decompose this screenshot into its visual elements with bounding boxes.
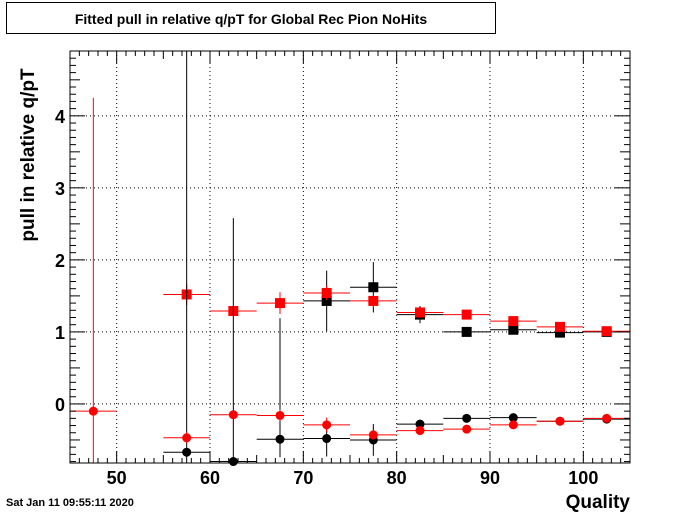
square-marker <box>415 307 425 318</box>
chart-title: Fitted pull in relative q/pT for Global … <box>74 11 428 27</box>
square-marker <box>275 298 285 309</box>
data-point <box>396 307 444 318</box>
circle-marker <box>88 406 98 416</box>
data-point <box>583 326 630 337</box>
data-point <box>490 420 537 430</box>
circle-marker <box>275 434 285 444</box>
title-box: Fitted pull in relative q/pT for Global … <box>6 2 496 34</box>
square-marker <box>368 282 379 293</box>
square-marker <box>321 288 332 299</box>
circle-marker <box>322 420 332 430</box>
data-point <box>210 218 257 467</box>
data-point <box>396 419 444 429</box>
data-point <box>163 51 210 463</box>
data-point <box>303 285 350 301</box>
circle-marker <box>555 416 565 426</box>
data-point <box>350 430 397 440</box>
square-marker <box>508 316 519 327</box>
square-marker <box>508 324 519 335</box>
data-point <box>396 426 444 436</box>
data-point <box>163 432 210 444</box>
data-point <box>443 309 490 320</box>
x-axis-label: Quality <box>565 492 630 513</box>
data-point <box>256 409 304 422</box>
data-point <box>443 424 490 434</box>
timestamp: Sat Jan 11 09:55:11 2020 <box>6 497 134 509</box>
square-marker <box>555 321 565 332</box>
data-point <box>350 295 397 307</box>
circle-marker <box>462 413 472 423</box>
data-point <box>490 324 537 335</box>
data-point <box>303 417 350 433</box>
square-marker <box>555 327 565 338</box>
data-point <box>70 97 117 463</box>
series-3 <box>70 97 630 463</box>
circle-marker <box>602 413 612 423</box>
data-point <box>256 292 304 314</box>
data-point <box>536 321 584 332</box>
square-marker <box>368 295 379 306</box>
data-point <box>350 424 397 456</box>
data-point <box>583 413 630 423</box>
circle-marker <box>415 426 425 436</box>
data-point <box>303 270 350 332</box>
x-tick-label: 50 <box>107 468 127 488</box>
x-tick-label: 90 <box>480 468 500 488</box>
circle-marker <box>508 420 518 430</box>
data-point <box>490 316 537 327</box>
circle-marker <box>462 424 472 434</box>
circle-marker <box>415 419 425 429</box>
x-tick-label: 80 <box>387 468 407 488</box>
y-tick-label: 1 <box>55 323 65 343</box>
data-point <box>536 416 584 426</box>
data-point <box>490 413 537 423</box>
axes: 50 60 70 80 90 100 0 1 2 3 4 <box>55 50 631 488</box>
circle-marker <box>508 413 518 423</box>
y-tick-label: 4 <box>55 107 65 127</box>
x-tick-label: 60 <box>200 468 220 488</box>
circle-marker <box>275 410 285 420</box>
data-point <box>443 413 490 423</box>
data-layer <box>70 51 630 467</box>
data-point <box>210 410 257 420</box>
y-tick-label: 0 <box>55 395 65 415</box>
x-tick-label: 100 <box>568 468 598 488</box>
square-marker <box>461 326 472 337</box>
grid <box>70 51 630 463</box>
circle-marker <box>228 457 238 467</box>
circle-marker <box>322 434 332 444</box>
y-axis-label: pull in relative q/pT <box>18 68 39 242</box>
circle-marker <box>182 433 192 443</box>
series-0 <box>303 262 630 338</box>
data-point <box>303 420 350 457</box>
circle-marker <box>182 447 192 457</box>
series-2 <box>163 51 630 467</box>
square-marker <box>461 309 472 320</box>
y-tick-label: 3 <box>55 179 65 199</box>
square-marker <box>321 295 332 306</box>
y-tick-label: 2 <box>55 251 65 271</box>
square-marker <box>601 326 612 337</box>
data-point <box>443 326 490 337</box>
data-point <box>256 318 304 458</box>
plot-frame <box>69 50 631 464</box>
x-tick-label: 70 <box>293 468 313 488</box>
circle-marker <box>228 410 238 420</box>
circle-marker <box>368 430 378 440</box>
